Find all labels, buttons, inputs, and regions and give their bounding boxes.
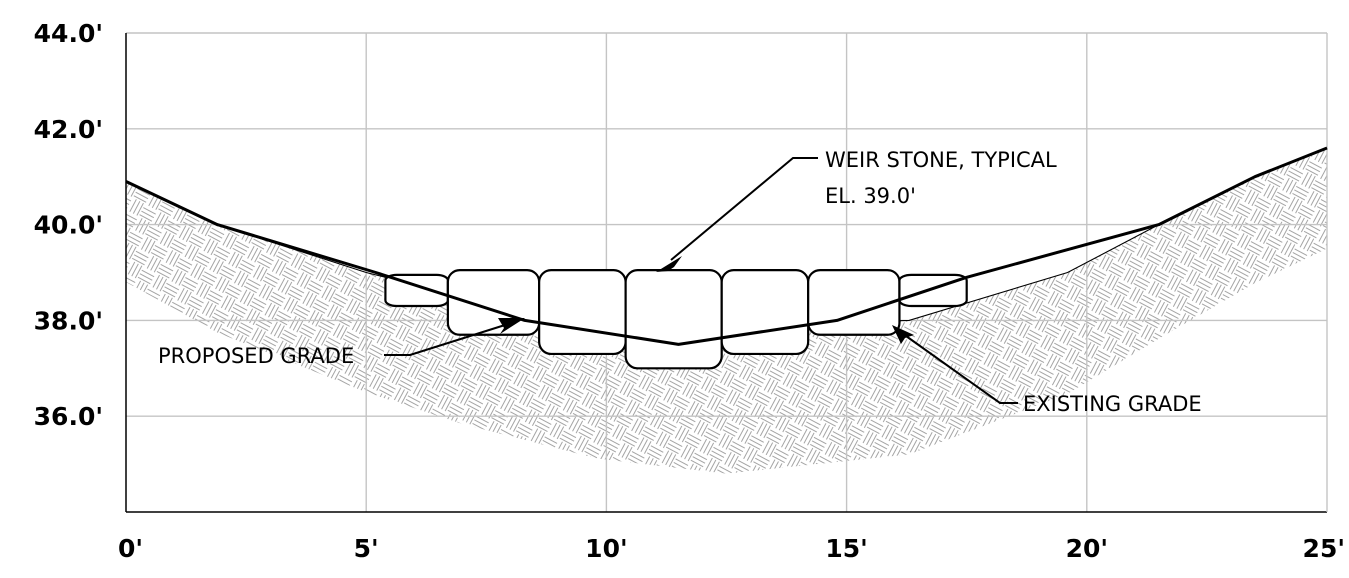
weir-stone-arrow — [656, 256, 682, 272]
proposed-grade-leader — [384, 324, 506, 356]
y-tick-label: 36.0' — [34, 402, 103, 431]
existing-grade-label: EXISTING GRADE — [1023, 392, 1202, 416]
x-tick-label: 10' — [585, 534, 627, 563]
x-tick-label: 20' — [1066, 534, 1108, 563]
y-tick-label: 38.0' — [34, 306, 103, 335]
existing-grade-leader — [905, 335, 1018, 404]
y-tick-label: 42.0' — [34, 115, 103, 144]
weir-stone-4 — [720, 269, 810, 356]
proposed-grade-line — [125, 146, 1328, 346]
existing-grade-callout: EXISTING GRADE — [892, 325, 1202, 416]
weir-stone-callout: WEIR STONE, TYPICAL EL. 39.0' — [656, 148, 1057, 272]
weir-stone-label: WEIR STONE, TYPICAL — [825, 148, 1057, 172]
existing-grade-arrow — [892, 325, 914, 344]
x-tick-label: 5' — [354, 534, 379, 563]
proposed-grade-label: PROPOSED GRADE — [158, 344, 354, 368]
soil-hatch-area — [126, 147, 1327, 474]
proposed-grade-arrow — [498, 318, 525, 334]
weir-stone-5 — [807, 269, 901, 336]
weir-stone-leader — [670, 157, 818, 261]
y-tick-label: 44.0' — [34, 19, 103, 48]
weir-stone-2 — [538, 269, 627, 356]
x-tick-label: 0' — [118, 534, 143, 563]
weir-stone-3 — [624, 269, 723, 370]
proposed-grade-callout: PROPOSED GRADE — [158, 318, 525, 368]
weir-stone-elevation-label: EL. 39.0' — [825, 184, 916, 208]
weir-stone-1 — [446, 269, 541, 336]
y-tick-label: 40.0' — [34, 211, 103, 240]
x-tick-label: 25' — [1303, 534, 1345, 563]
x-tick-label: 15' — [825, 534, 867, 563]
